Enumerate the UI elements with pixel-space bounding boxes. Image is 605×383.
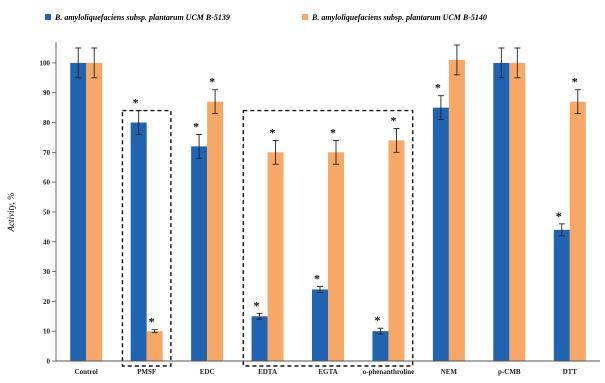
bar-series-2 xyxy=(569,101,586,362)
significance-star: * xyxy=(556,209,562,223)
y-tick-label: 100 xyxy=(40,59,51,67)
y-tick-label: 20 xyxy=(43,298,51,306)
x-category-label: p-CMB xyxy=(498,368,521,376)
x-category-label: EGTA xyxy=(318,368,337,376)
significance-star: * xyxy=(374,313,380,327)
significance-star: * xyxy=(193,119,199,133)
x-category-label: PMSF xyxy=(137,368,156,376)
y-axis-ticks: 0 10 20 30 40 50 60 70 80 90 100 xyxy=(40,59,56,366)
x-category-label: EDC xyxy=(200,368,215,376)
bar-series-1 xyxy=(372,331,389,361)
bar-series-2 xyxy=(207,101,224,362)
x-category-label: o-phenanthroline xyxy=(363,368,415,376)
bar-series-1 xyxy=(553,229,570,361)
x-category-label: EDTA xyxy=(258,368,277,376)
legend-swatch-series-2 xyxy=(302,14,308,20)
significance-star: * xyxy=(270,125,276,139)
significance-star: * xyxy=(390,113,396,127)
bar-series-2 xyxy=(328,152,344,361)
bar-series-2 xyxy=(267,152,284,361)
y-axis-title: Activity, % xyxy=(6,193,16,233)
y-tick-label: 0 xyxy=(47,358,51,366)
x-axis-categories: Control PMSF EDC EDTA EGTA o-phenanthroline NE… xyxy=(75,368,578,376)
y-tick-label: 10 xyxy=(43,328,51,336)
bar-series-1 xyxy=(70,62,87,362)
y-tick-label: 90 xyxy=(43,89,51,97)
dashed-boxes xyxy=(121,109,414,367)
significance-star: * xyxy=(435,81,441,95)
bar-series-1 xyxy=(191,146,208,361)
significance-star: * xyxy=(209,75,215,89)
y-tick-label: 70 xyxy=(43,149,51,157)
bar-series-2 xyxy=(448,59,465,362)
bar-series-1 xyxy=(251,316,268,361)
legend: B. amyloliquefaciens subsp. plantarum UC… xyxy=(45,13,487,22)
x-category-label: NEM xyxy=(441,368,458,376)
y-tick-label: 80 xyxy=(43,119,51,127)
axes xyxy=(55,42,600,362)
bar-series-1 xyxy=(432,107,449,361)
significance-star: * xyxy=(572,75,578,89)
bar-series-2 xyxy=(509,62,526,362)
y-tick-label: 50 xyxy=(43,208,51,216)
significance-star: * xyxy=(149,315,155,329)
significance-markers: * * * * * * * * * * * * * xyxy=(133,75,578,329)
y-tick-label: 40 xyxy=(43,238,51,246)
significance-star: * xyxy=(133,96,139,110)
bar-series-1 xyxy=(312,289,328,361)
error-bars xyxy=(75,44,581,335)
significance-star: * xyxy=(314,271,320,285)
x-category-label: DTT xyxy=(563,368,578,376)
bars xyxy=(70,59,586,362)
legend-label-series-2: B. amyloliquefaciens subsp. plantarum UC… xyxy=(311,13,487,22)
significance-star: * xyxy=(254,298,260,312)
legend-swatch-series-1 xyxy=(45,14,51,20)
y-tick-label: 60 xyxy=(43,179,51,187)
bar-series-2 xyxy=(86,62,103,362)
significance-star: * xyxy=(330,125,336,139)
y-tick-label: 30 xyxy=(43,268,51,276)
bar-series-2 xyxy=(388,140,405,361)
bar-series-1 xyxy=(130,122,147,362)
bar-series-2 xyxy=(146,331,163,361)
dashed-highlight-box xyxy=(121,109,172,367)
bar-series-1 xyxy=(493,62,510,362)
x-category-label: Control xyxy=(75,368,98,376)
dashed-highlight-box xyxy=(242,109,414,367)
legend-label-series-1: B. amyloliquefaciens subsp. plantarum UC… xyxy=(54,13,230,22)
